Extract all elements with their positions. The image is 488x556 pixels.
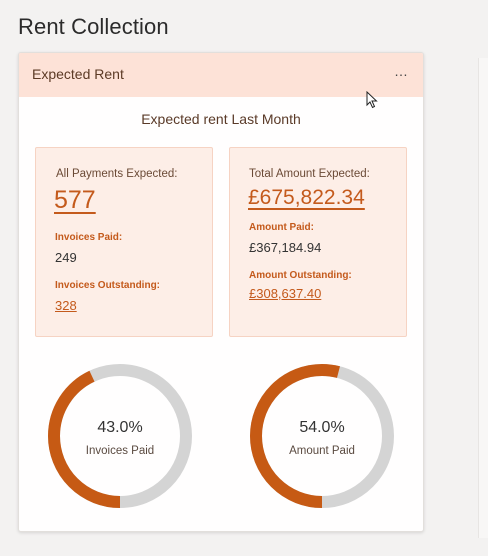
invoices-paid-donut-label: Invoices Paid [85, 445, 155, 457]
amount-outstanding-link[interactable]: £308,637.40 [249, 286, 322, 301]
amount-paid-value: £367,184.94 [249, 240, 322, 255]
invoices-paid-value: 249 [55, 250, 77, 265]
invoices-paid-percent: 43.0% [97, 419, 143, 436]
adjacent-card-edge [478, 58, 488, 538]
mouse-pointer-icon [366, 91, 378, 109]
amount-paid-label: Amount Paid: [249, 222, 314, 233]
invoices-outstanding-link[interactable]: 328 [55, 298, 77, 313]
card-title: Expected Rent [32, 66, 124, 82]
amount-donut-arc [250, 364, 394, 508]
ellipsis-icon[interactable]: … [394, 63, 409, 79]
all-payments-link[interactable]: 577 [54, 186, 96, 214]
expected-rent-card: Expected Rent … Expected rent Last Month… [18, 52, 424, 532]
total-amount-link[interactable]: £675,822.34 [248, 186, 365, 209]
amounts-box: Total Amount Expected: £675,822.34 Amoun… [229, 147, 407, 337]
payments-box: All Payments Expected: 577 Invoices Paid… [35, 147, 213, 337]
invoices-donut-svg [48, 364, 192, 508]
invoices-paid-label: Invoices Paid: [55, 232, 123, 243]
invoices-paid-donut: 43.0% Invoices Paid [45, 361, 195, 511]
amount-donut-svg [250, 364, 394, 508]
amount-paid-percent: 54.0% [299, 419, 345, 436]
amount-paid-donut-label: Amount Paid [289, 445, 355, 457]
page-title: Rent Collection [18, 14, 169, 39]
total-amount-label: Total Amount Expected: [249, 168, 370, 180]
invoices-donut-arc [48, 364, 192, 508]
amount-paid-donut: 54.0% Amount Paid [247, 361, 397, 511]
card-header: Expected Rent … [19, 53, 423, 97]
all-payments-label: All Payments Expected: [56, 168, 178, 180]
amount-outstanding-label: Amount Outstanding: [249, 270, 352, 281]
card-subtitle: Expected rent Last Month [141, 111, 301, 127]
invoices-outstanding-label: Invoices Outstanding: [55, 280, 161, 291]
